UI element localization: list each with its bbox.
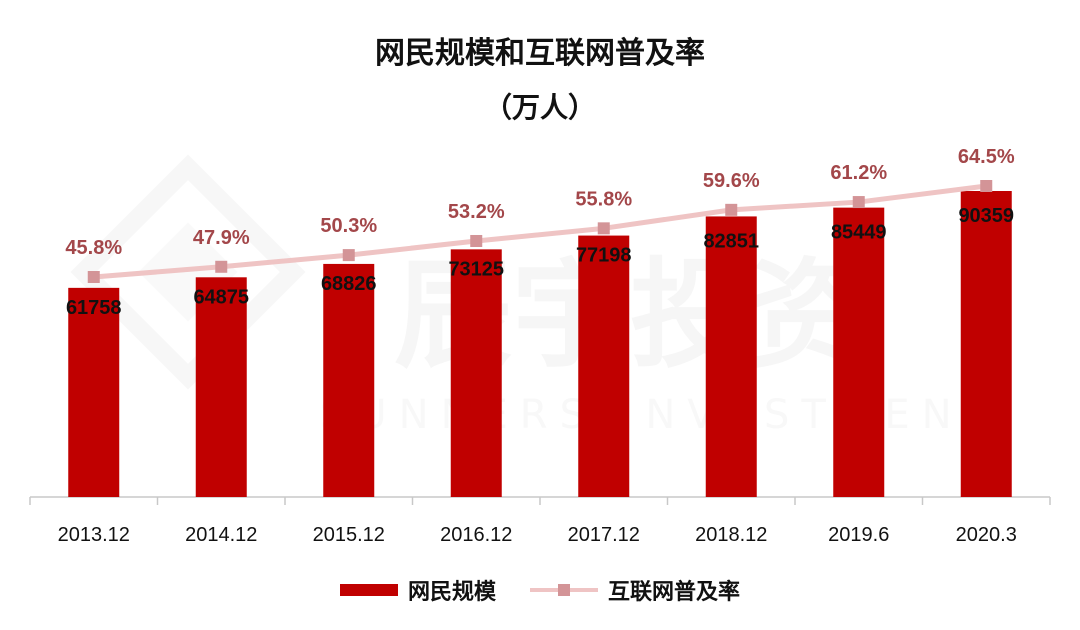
penetration-marker-2017.12 [597, 222, 610, 235]
plot-area: 2013.12 61758 2014.12 64875 2015.12 68826 2016… [29, 146, 1051, 546]
bar-2020.3 [960, 191, 1012, 497]
penetration-line [91, 183, 989, 280]
legend-line-swatch [530, 582, 598, 598]
penetration-marker-2018.12 [725, 203, 738, 216]
penetration-label-2018.12: 59.6% [703, 170, 760, 192]
legend-bar-swatch [339, 584, 398, 596]
x-tick-label-2019.6: 2019.6 [828, 524, 889, 546]
penetration-label-2015.12: 50.3% [320, 215, 377, 237]
bar-value-label-2020.3: 90359 [958, 205, 1014, 227]
x-tick-label-2014.12: 2014.12 [185, 524, 257, 546]
bar-2013.12 [68, 287, 120, 497]
bar-value-label-2016.12: 73125 [448, 258, 504, 280]
watermark-en-text: SUNNERS INVESTMENT [320, 392, 1000, 438]
bar-2017.12 [578, 235, 630, 497]
bar-value-label-2017.12: 77198 [576, 245, 632, 267]
bar-2016.12 [450, 249, 502, 497]
chart-title-line-1: 网民规模和互联网普及率 [375, 36, 705, 71]
x-tick-label-2018.12: 2018.12 [695, 524, 767, 546]
bar-value-label-2018.12: 82851 [703, 230, 759, 252]
legend-label-users: 网民规模 [407, 580, 496, 605]
penetration-label-2016.12: 53.2% [448, 201, 505, 223]
bar-2018.12 [705, 216, 757, 497]
penetration-label-2013.12: 45.8% [65, 237, 122, 259]
penetration-marker-2020.3 [980, 180, 993, 192]
bar-2014.12 [195, 277, 247, 497]
legend-item-users: 网民规模 [339, 574, 496, 606]
penetration-marker-2019.6 [852, 196, 865, 209]
bar-value-label-2014.12: 64875 [193, 286, 249, 308]
x-tick-label-2013.12: 2013.12 [58, 524, 130, 546]
chart-title-line-2: （万人） [483, 91, 596, 124]
x-tick-label-2016.12: 2016.12 [440, 524, 512, 546]
penetration-marker-2016.12 [470, 234, 483, 247]
x-tick-label-2015.12: 2015.12 [313, 524, 385, 546]
penetration-label-2020.3: 64.5% [958, 146, 1015, 168]
x-tick-label-2020.3: 2020.3 [956, 524, 1017, 546]
penetration-label-2017.12: 55.8% [575, 188, 632, 210]
bar-value-label-2015.12: 68826 [321, 273, 377, 295]
x-tick-label-2017.12: 2017.12 [568, 524, 640, 546]
penetration-marker-2015.12 [342, 249, 355, 262]
penetration-label-2019.6: 61.2% [830, 162, 887, 184]
bar-2015.12 [323, 263, 375, 497]
penetration-marker-2014.12 [215, 260, 228, 273]
penetration-label-2014.12: 47.9% [193, 227, 250, 249]
legend: 网民规模 互联网普及率 [0, 571, 1080, 609]
legend-item-penetration: 互联网普及率 [530, 574, 740, 606]
legend-label-penetration: 互联网普及率 [608, 580, 741, 605]
bar-value-label-2019.6: 85449 [831, 222, 887, 244]
bar-value-label-2013.12: 61758 [66, 297, 122, 319]
bar-2019.6 [833, 207, 885, 497]
penetration-marker-2013.12 [87, 271, 100, 283]
